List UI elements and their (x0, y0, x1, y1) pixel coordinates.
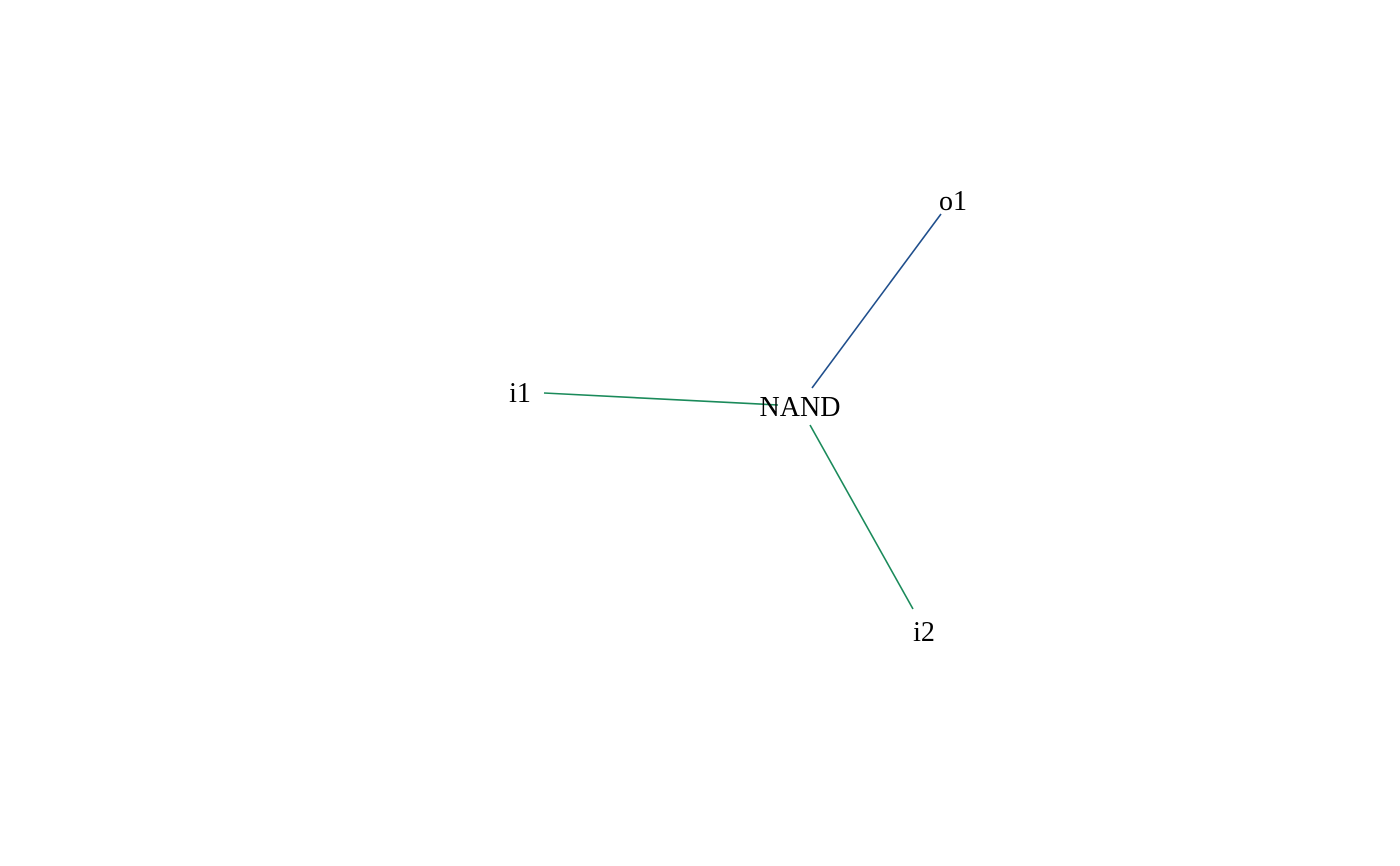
edge-i1-nand (543, 392, 779, 406)
edge-i2-nand (809, 424, 914, 610)
edge-nand-o1 (811, 213, 942, 389)
node-o1: o1 (939, 186, 967, 217)
node-i2: i2 (913, 617, 935, 648)
node-i1: i1 (509, 378, 531, 409)
node-nand: NAND (760, 392, 841, 423)
